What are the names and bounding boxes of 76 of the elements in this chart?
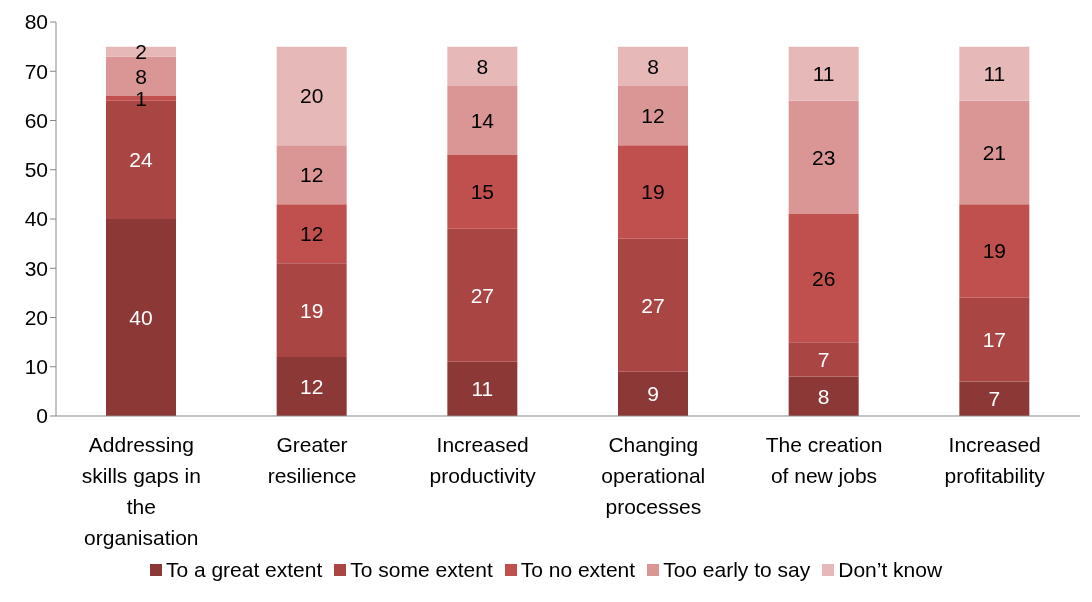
data-label: 27 xyxy=(641,293,665,317)
data-label: 19 xyxy=(299,298,324,322)
bar xyxy=(959,204,1030,298)
bar xyxy=(788,376,859,416)
data-label: 19 xyxy=(982,239,1007,263)
x-tick-label: Greater resilience xyxy=(267,433,357,487)
y-tick-label: 60 xyxy=(24,108,48,132)
bar xyxy=(788,342,859,377)
bar xyxy=(618,238,688,372)
bar xyxy=(447,86,518,155)
data-label: 21 xyxy=(982,140,1007,164)
y-tick-label: 40 xyxy=(24,207,48,231)
bar xyxy=(959,381,1030,416)
y-tick-label: 50 xyxy=(24,158,48,182)
data-label: 8 xyxy=(135,64,147,88)
legend-label: Don’t know xyxy=(838,558,943,582)
data-label: 11 xyxy=(983,62,1006,86)
legend-label: Too early to say xyxy=(663,558,811,582)
data-label: 23 xyxy=(811,145,836,169)
data-label: 7 xyxy=(817,347,830,371)
legend-label: To some extent xyxy=(350,558,493,582)
data-label: 15 xyxy=(470,180,495,204)
bar xyxy=(618,86,688,146)
data-label: 40 xyxy=(129,305,153,329)
data-label: 8 xyxy=(476,54,489,78)
y-tick-label: 30 xyxy=(24,256,48,280)
data-label: 11 xyxy=(812,62,835,86)
data-label: 8 xyxy=(817,384,830,408)
bar xyxy=(276,204,347,264)
bar xyxy=(447,154,518,229)
x-tick-label: Addressing skills gaps in the organisation xyxy=(81,433,201,549)
bar xyxy=(618,145,688,239)
data-label: 12 xyxy=(299,222,324,246)
data-label: 12 xyxy=(299,374,324,398)
bar xyxy=(618,371,688,416)
bar xyxy=(447,228,518,362)
bar xyxy=(788,100,859,215)
y-tick-label: 20 xyxy=(24,305,48,329)
x-tick-label: Changing operational processes xyxy=(601,433,706,518)
y-tick-label: 70 xyxy=(24,59,48,83)
data-label: 9 xyxy=(647,382,659,406)
data-label: 11 xyxy=(471,377,494,401)
x-tick-label: The creation of new jobs xyxy=(765,433,883,487)
data-label: 27 xyxy=(470,283,495,307)
bar xyxy=(447,46,518,87)
data-label: 2 xyxy=(135,40,147,63)
data-label: 20 xyxy=(299,84,324,108)
bar xyxy=(106,219,176,416)
x-tick-label: Increased productivity xyxy=(429,433,537,487)
bar xyxy=(959,46,1030,101)
data-label: 19 xyxy=(641,180,665,204)
y-tick-label: 80 xyxy=(24,10,48,34)
data-label: 8 xyxy=(647,54,659,78)
data-label: 12 xyxy=(299,163,324,187)
legend-label: To a great extent xyxy=(165,558,323,582)
bar xyxy=(959,297,1030,382)
bar xyxy=(276,263,347,357)
x-tick-label: Increased profitability xyxy=(944,433,1046,487)
legend-label: To no extent xyxy=(520,558,636,582)
bar xyxy=(276,46,347,146)
data-label: 26 xyxy=(811,266,836,290)
data-label: 12 xyxy=(641,104,665,128)
data-label: 17 xyxy=(982,328,1007,352)
y-tick-label: 0 xyxy=(36,404,48,428)
data-label: 7 xyxy=(988,387,1001,411)
bar xyxy=(959,100,1030,205)
bar xyxy=(276,356,347,416)
bar xyxy=(618,46,688,87)
y-tick-label: 10 xyxy=(24,355,48,379)
data-label: 14 xyxy=(470,108,495,132)
bar xyxy=(276,145,347,205)
data-label: 1 xyxy=(135,86,147,110)
data-label: 24 xyxy=(129,148,153,172)
bar xyxy=(447,361,518,416)
bar xyxy=(788,214,859,343)
bar xyxy=(788,46,859,101)
